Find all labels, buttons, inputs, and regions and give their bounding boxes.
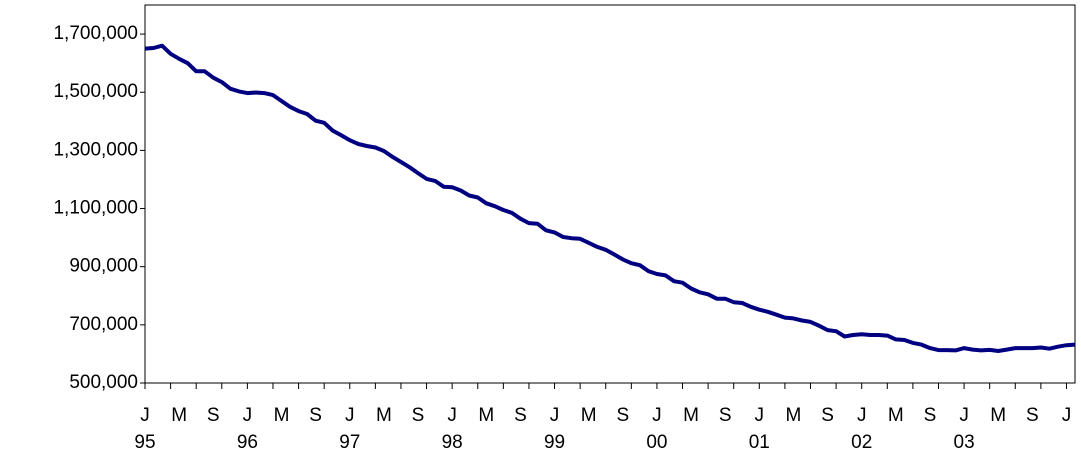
x-year-label: 95 bbox=[134, 432, 155, 453]
x-year-label: 00 bbox=[646, 432, 667, 453]
x-tick-label: J bbox=[345, 405, 355, 426]
x-tick-label: M bbox=[274, 405, 290, 426]
x-tick-label: S bbox=[207, 405, 220, 426]
x-tick-label: J bbox=[447, 405, 457, 426]
y-tick-label: 900,000 bbox=[69, 256, 138, 277]
x-year-label: 97 bbox=[339, 432, 360, 453]
x-tick-label: J bbox=[140, 405, 150, 426]
x-tick-label: J bbox=[755, 405, 765, 426]
x-tick-label: S bbox=[1026, 405, 1039, 426]
x-tick-label: J bbox=[959, 405, 969, 426]
x-year-label: 99 bbox=[544, 432, 565, 453]
x-tick-label: S bbox=[514, 405, 527, 426]
x-year-label: 98 bbox=[442, 432, 463, 453]
x-tick-label: M bbox=[683, 405, 699, 426]
x-tick-label: J bbox=[243, 405, 253, 426]
x-tick-label: S bbox=[309, 405, 322, 426]
x-tick-label: M bbox=[888, 405, 904, 426]
x-tick-label: M bbox=[478, 405, 494, 426]
y-tick-label: 1,300,000 bbox=[53, 139, 138, 160]
x-tick-label: S bbox=[412, 405, 425, 426]
y-tick-label: 1,700,000 bbox=[53, 23, 138, 44]
data-line bbox=[144, 43, 1076, 353]
x-tick-label: M bbox=[171, 405, 187, 426]
x-tick-label: J bbox=[1062, 405, 1072, 426]
x-year-label: 96 bbox=[237, 432, 258, 453]
x-tick-label: J bbox=[550, 405, 560, 426]
x-year-label: 02 bbox=[851, 432, 872, 453]
x-tick-label: M bbox=[581, 405, 597, 426]
x-tick-label: S bbox=[821, 405, 834, 426]
y-tick-label: 700,000 bbox=[69, 314, 138, 335]
x-year-label: 03 bbox=[954, 432, 975, 453]
x-tick-label: J bbox=[857, 405, 867, 426]
x-tick-label: S bbox=[719, 405, 732, 426]
y-tick-label: 500,000 bbox=[69, 372, 138, 393]
y-tick-label: 1,500,000 bbox=[53, 81, 138, 102]
x-tick-label: J bbox=[652, 405, 662, 426]
x-tick-label: M bbox=[990, 405, 1006, 426]
x-tick-label: S bbox=[924, 405, 937, 426]
x-tick-label: M bbox=[786, 405, 802, 426]
plot-frame bbox=[144, 4, 1076, 384]
x-tick-label: M bbox=[376, 405, 392, 426]
x-year-label: 01 bbox=[749, 432, 770, 453]
y-tick-label: 1,100,000 bbox=[53, 198, 138, 219]
x-tick-label: S bbox=[616, 405, 629, 426]
